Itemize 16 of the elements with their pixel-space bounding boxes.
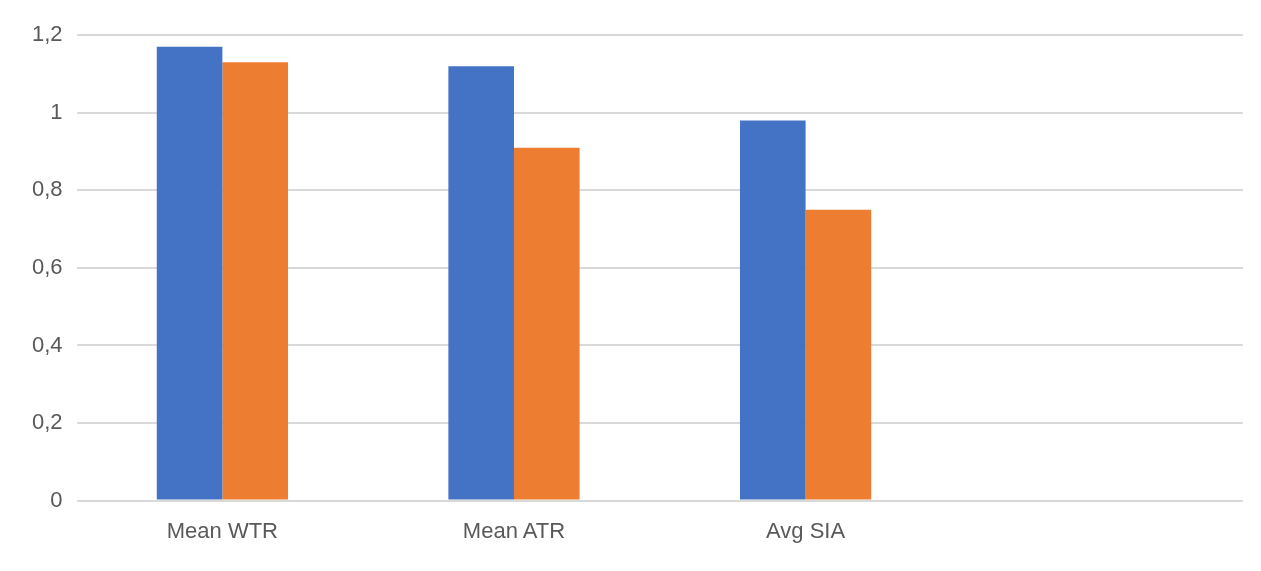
y-tick-label: 1,2 xyxy=(31,21,63,47)
x-tick-label: Mean WTR xyxy=(166,517,279,543)
bar xyxy=(222,62,288,500)
bar xyxy=(739,120,806,500)
y-tick-label: 1 xyxy=(50,98,63,124)
bar xyxy=(805,209,872,500)
y-tick-label: 0,2 xyxy=(31,409,63,435)
y-tick-label: 0,4 xyxy=(31,331,63,357)
x-tick-label: Avg SIA xyxy=(766,517,846,543)
y-tick-label: 0,8 xyxy=(31,176,63,202)
bar xyxy=(513,147,580,500)
y-tick-label: 0,6 xyxy=(31,253,63,279)
x-tick-label: Mean ATR xyxy=(462,517,566,543)
bar xyxy=(156,46,223,500)
y-tick-label: 0 xyxy=(50,486,63,512)
bar xyxy=(448,66,514,500)
